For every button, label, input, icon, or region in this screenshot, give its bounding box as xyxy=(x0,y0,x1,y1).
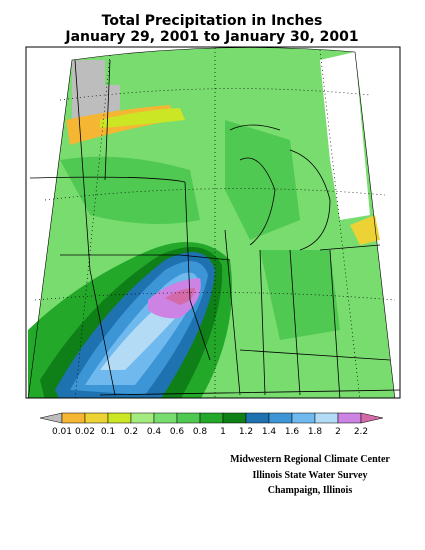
legend-swatch xyxy=(314,412,339,424)
legend-tick-label: 1.6 xyxy=(285,427,300,437)
legend-tick-label: 0.1 xyxy=(101,427,115,437)
legend-swatch xyxy=(199,412,224,424)
legend-swatch xyxy=(176,412,201,424)
legend-swatch xyxy=(245,412,270,424)
legend-swatch xyxy=(268,412,293,424)
legend-tick-label: 0.2 xyxy=(124,427,138,437)
legend-swatch xyxy=(153,412,178,424)
legend-tick-label: 1.2 xyxy=(239,427,253,437)
credit: Illinois State Water Survey xyxy=(253,470,368,481)
legend-swatch xyxy=(130,412,155,424)
credit: Champaign, Illinois xyxy=(268,485,353,496)
legend-tick-label: 2.2 xyxy=(354,427,368,437)
legend-tick-label: 0.4 xyxy=(147,427,162,437)
legend-swatch xyxy=(291,412,316,424)
title-line: January 29, 2001 to January 30, 2001 xyxy=(64,29,358,45)
legend-tick-label: 0.01 xyxy=(52,427,72,437)
legend-swatch xyxy=(84,412,109,424)
legend: 0.01 0.02 0.1 0.2 0.4 0.6 0.8 1 1.2 1.4 1.6 1.8 2 2.2 xyxy=(39,412,384,437)
map xyxy=(25,46,401,399)
legend-swatch xyxy=(360,412,384,424)
legend-swatch xyxy=(222,412,247,424)
legend-tick-label: 0.6 xyxy=(170,427,185,437)
legend-tick-label: 1 xyxy=(220,427,226,437)
legend-swatch xyxy=(61,412,86,424)
legend-swatch xyxy=(107,412,132,424)
legend-swatch xyxy=(39,412,63,424)
title-line: Total Precipitation in Inches xyxy=(102,13,323,29)
credit: Midwestern Regional Climate Center xyxy=(230,454,390,465)
legend-tick-label: 0.8 xyxy=(193,427,208,437)
legend-tick-label: 1.4 xyxy=(262,427,277,437)
legend-tick-label: 2 xyxy=(335,427,341,437)
legend-swatch xyxy=(337,412,362,424)
legend-tick-label: 0.02 xyxy=(75,427,95,437)
legend-tick-label: 1.8 xyxy=(308,427,323,437)
